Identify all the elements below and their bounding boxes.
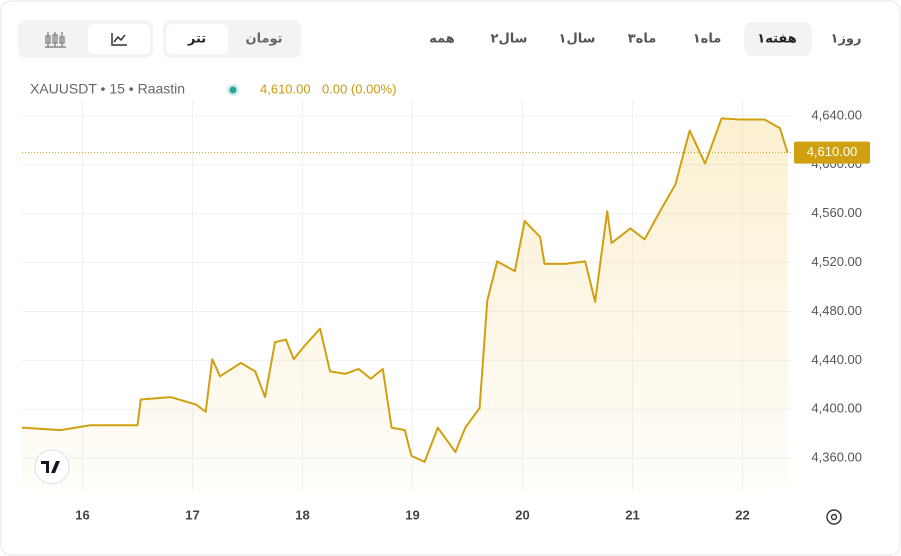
plot: 16 17 18 19 20 21 22 4,360.00 4,400.00 4,440.00 4,…	[21, 100, 870, 522]
y-tick-label: 4,560.00	[811, 205, 862, 220]
x-tick-label: 21	[625, 507, 639, 522]
legend-change: 0.00 (0.00%)	[322, 81, 396, 96]
candle-button[interactable]	[45, 32, 66, 48]
y-tick-label: 4,640.00	[811, 107, 862, 122]
area	[22, 118, 788, 490]
last-price-label: 4,610.00	[807, 144, 858, 159]
legend-price: 4,610.00	[260, 81, 311, 96]
tv-logo-mark	[41, 461, 60, 473]
currency-button[interactable]: تومان	[245, 32, 282, 47]
y-tick-label: 4,480.00	[811, 303, 862, 318]
x-tick-label: 20	[515, 507, 529, 522]
range-tab[interactable]: ۱هفته	[757, 32, 797, 47]
x-tick-label: 16	[75, 507, 89, 522]
y-tick-label: 4,360.00	[811, 450, 862, 465]
x-tick-label: 18	[295, 507, 309, 522]
status-dot	[229, 86, 237, 94]
range-tab[interactable]: ۳ماه	[628, 32, 657, 47]
currency-selected	[166, 24, 228, 54]
x-tick-label: 19	[405, 507, 419, 522]
currency-button[interactable]: تتر	[187, 32, 206, 47]
tv-logo[interactable]	[34, 449, 70, 485]
range-tab[interactable]: ۱ماه	[693, 32, 722, 47]
y-tick-label: 4,400.00	[811, 401, 862, 416]
range-tab[interactable]: ۱روز	[831, 32, 862, 47]
y-tick-label: 4,440.00	[811, 352, 862, 367]
range-selected	[744, 22, 812, 56]
legend-symbol: XAUUSDT • 15 • Raastin	[30, 81, 185, 97]
price-line	[21, 117, 789, 463]
settings-icon	[830, 513, 838, 521]
range-tab[interactable]: همه	[429, 32, 455, 47]
range-tab[interactable]: ۱سال	[559, 32, 596, 47]
settings-button[interactable]	[826, 509, 842, 525]
x-tick-label: 22	[735, 507, 749, 522]
x-tick-label: 17	[185, 507, 199, 522]
last-price-tag	[794, 141, 870, 164]
range-tab[interactable]: ۲سال	[491, 32, 528, 47]
y-tick-label: 4,520.00	[811, 254, 862, 269]
line-icon	[111, 33, 127, 46]
